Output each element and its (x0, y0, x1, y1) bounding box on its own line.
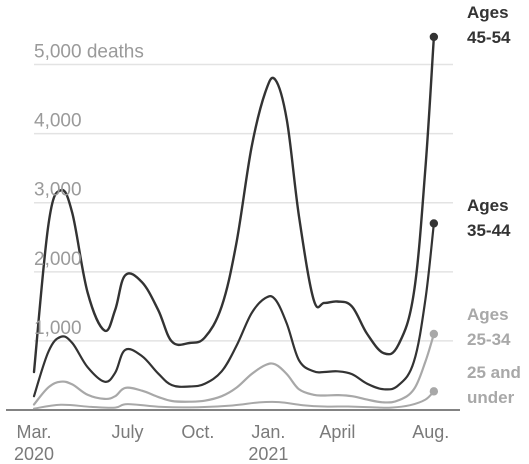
series-label-ages-25-34: 25-34 (467, 330, 511, 349)
x-tick-label: Jan. (251, 422, 285, 442)
x-tick-year-label: 2021 (248, 444, 288, 464)
series-endpoint-ages-35-44 (429, 219, 439, 228)
series-labels: Ages 45-54 Ages 35-44 Ages 25-34 25 and under (467, 3, 521, 407)
series-endpoint-25-and-under (429, 387, 439, 396)
x-tick-label: Oct. (181, 422, 214, 442)
series-lines (32, 32, 439, 410)
series-line-ages-25-34 (32, 332, 435, 406)
series-label-ages-35-44: 35-44 (467, 221, 511, 240)
series-line-ages-45-54 (32, 35, 436, 374)
series-label-ages-45-54: Ages (467, 3, 509, 22)
series-label-ages-35-44: Ages (467, 196, 509, 215)
series-label-25-and-under: under (467, 388, 515, 407)
x-tick-label: Mar. (16, 422, 51, 442)
series-endpoint-ages-25-34 (429, 329, 439, 339)
series-label-25-and-under: 25 and (467, 363, 521, 382)
x-tick-year-label: 2020 (14, 444, 54, 464)
y-tick-label: 3,000 (34, 180, 82, 201)
y-tick-label: 2,000 (34, 249, 82, 270)
x-tick-label: April (319, 422, 355, 442)
series-line-25-and-under (33, 390, 435, 410)
series-endpoint-ages-45-54 (429, 32, 439, 42)
y-tick-label: 4,000 (34, 111, 82, 132)
x-tick-label: July (111, 422, 143, 442)
y-tick-label: 1,000 (34, 318, 82, 339)
x-tick-label: Aug. (412, 422, 449, 442)
y-axis-tick-labels: 1,000 2,000 3,000 4,000 5,000 deaths (34, 42, 144, 339)
y-tick-label: 5,000 deaths (34, 42, 144, 63)
series-line-ages-35-44 (32, 222, 435, 398)
series-label-ages-25-34: Ages (467, 305, 509, 324)
x-axis-tick-labels: Mar.2020 July Oct. Jan.2021 April Aug. (14, 422, 449, 464)
series-label-ages-45-54: 45-54 (467, 28, 511, 47)
